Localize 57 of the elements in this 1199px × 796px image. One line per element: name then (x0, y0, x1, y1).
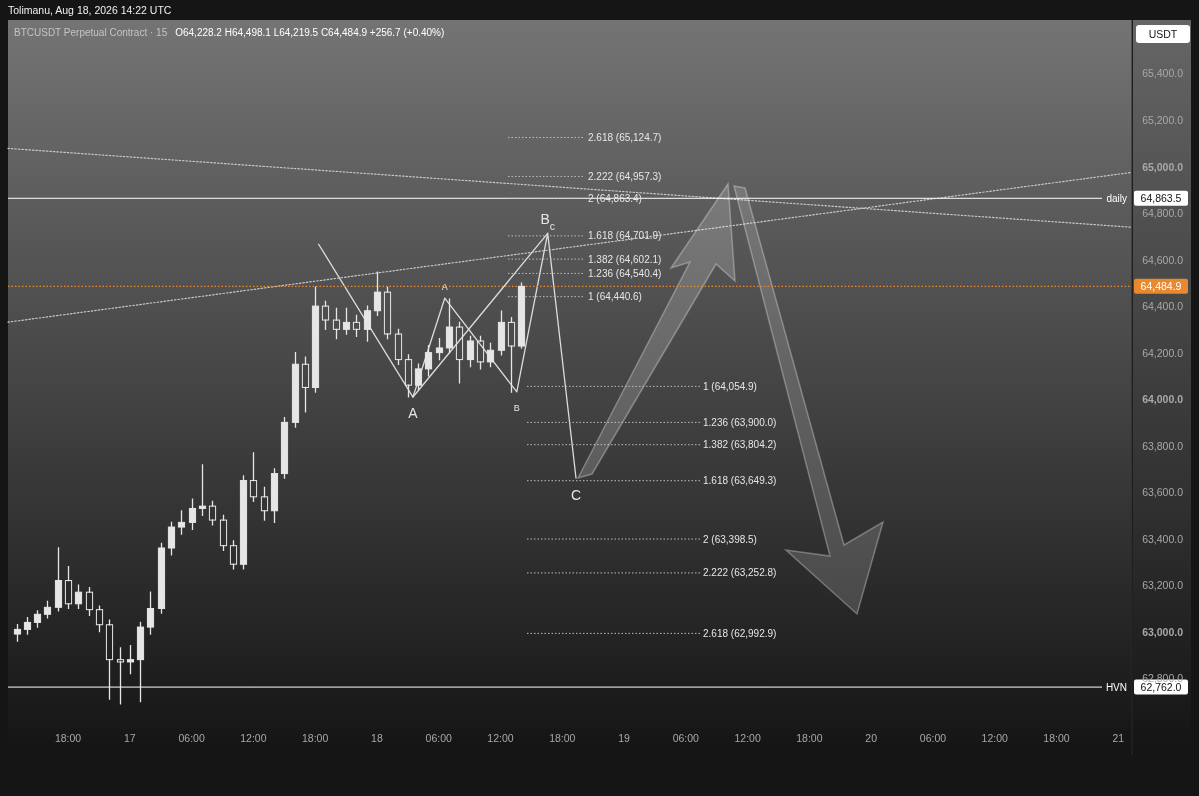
x-tick-label: 20 (865, 732, 878, 744)
x-tick-label: 18:00 (302, 732, 329, 744)
x-tick-label: 12:00 (487, 732, 514, 744)
y-tick-label: 63,000.0 (1142, 625, 1184, 638)
ref-line-label: 1 (64,440.6) (588, 291, 642, 303)
ref-line-label: 1.236 (64,540.4) (588, 267, 662, 279)
ref-line-label: 2 (63,398.5) (703, 533, 757, 545)
x-tick-label: 12:00 (734, 732, 761, 744)
y-tick-label: 63,800.0 (1142, 439, 1184, 452)
y-tick-label: 63,400.0 (1142, 532, 1184, 545)
x-tick-label: 06:00 (425, 732, 453, 744)
y-tick-label: 65,400.0 (1142, 67, 1184, 80)
ref-line-label: 2.618 (62,992.9) (703, 627, 777, 639)
x-tick-label: 18:00 (796, 732, 823, 744)
annotation: C (570, 486, 582, 503)
text: Tolimanu, Aug 18, 2026 14:22 UTC (8, 4, 172, 16)
y-axis-title: USDT (1148, 28, 1178, 40)
ref-line-label: 1.382 (64,602.1) (588, 253, 662, 265)
ref-line-label: 2.222 (63,252.8) (703, 567, 777, 579)
y-tick-label: 65,000.0 (1142, 160, 1184, 173)
y-tick-label: 64,800.0 (1142, 207, 1184, 220)
ref-line-label: HVN (1105, 681, 1127, 693)
x-tick-label: 18:00 (1043, 732, 1070, 744)
ref-line-label: 2.222 (64,957.3) (588, 170, 662, 182)
y-tick-label: 63,200.0 (1142, 579, 1184, 592)
x-tick-label: 17 (123, 732, 136, 744)
x-tick-label: 21 (1112, 732, 1125, 744)
y-tick-label: 64,000.0 (1142, 393, 1184, 406)
x-tick-label: 18:00 (549, 732, 576, 744)
y-tick-label: 65,200.0 (1142, 114, 1184, 127)
x-tick-label: 18:00 (54, 732, 82, 744)
text: O64,228.2 H64,498.1 L64,219.5 C64,484.9 +256.7 (+0.40%) (175, 27, 445, 38)
x-tick-label: 06:00 (178, 732, 205, 744)
y-tick-label: 64,600.0 (1142, 253, 1184, 266)
x-tick-label: 06:00 (672, 732, 700, 744)
x-tick-label: 19 (618, 732, 631, 744)
text: 64,863.5 (1140, 192, 1182, 205)
annotation: B$_{c}$ (540, 211, 555, 233)
ref-line-label: 1.618 (63,649.3) (703, 475, 777, 487)
ref-line-label: 1 (64,054.9) (703, 380, 757, 392)
ref-line-label: 1.236 (63,900.0) (703, 416, 777, 428)
x-tick-label: 06:00 (919, 732, 947, 744)
text: BTCUSDT Perpetual Contract · 15 (14, 27, 168, 38)
x-tick-label: 18 (371, 732, 383, 744)
x-tick-label: 12:00 (240, 732, 267, 744)
annotation: A (408, 405, 419, 422)
ref-line-label: 1.618 (64,701.9) (588, 230, 662, 242)
ref-line-label: 2.618 (65,124.7) (588, 132, 662, 144)
ref-line-label: daily (1106, 192, 1127, 204)
x-tick-label: 12:00 (981, 732, 1009, 744)
annotation: B (513, 402, 520, 413)
annotation: A (441, 282, 448, 293)
y-tick-label: 64,200.0 (1142, 346, 1184, 359)
y-tick-label: 63,600.0 (1142, 486, 1184, 499)
text: 64,484.9 (1140, 280, 1182, 293)
ref-line-label: 1.382 (63,804.2) (703, 439, 777, 451)
y-tick-label: 64,400.0 (1142, 300, 1184, 313)
